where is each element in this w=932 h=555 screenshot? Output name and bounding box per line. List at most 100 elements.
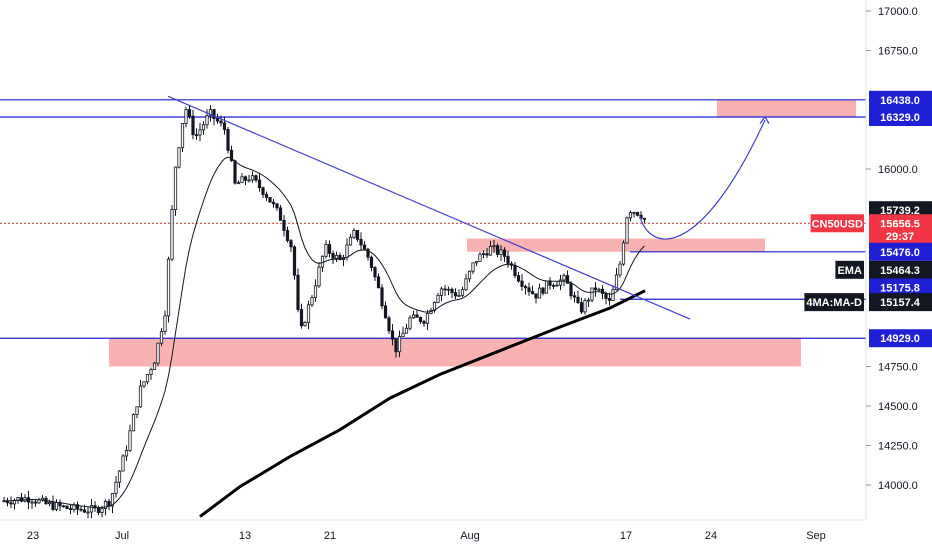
long-ma-line — [199, 289, 646, 518]
candle-body — [324, 244, 328, 257]
candle-body — [359, 238, 363, 246]
candle-body — [415, 314, 419, 318]
candle-body — [383, 305, 388, 319]
badge-label: EMA — [837, 265, 862, 277]
candle-body — [320, 255, 325, 268]
time-axis[interactable]: 23 Jul 13 21 Aug 17 24 Sep — [27, 530, 826, 542]
badge-value: 14929.0 — [880, 333, 920, 345]
candle-body — [142, 381, 146, 387]
candle-body — [488, 245, 493, 256]
candle-body — [614, 274, 619, 291]
candle-body — [173, 166, 178, 211]
candle-body — [450, 288, 454, 293]
candle-body — [527, 287, 531, 292]
candle-body — [355, 230, 360, 240]
badge-value: 15464.3 — [880, 265, 920, 277]
candle-body — [373, 267, 377, 278]
candle-body — [170, 209, 174, 260]
candle-body — [275, 203, 279, 209]
candle-body — [317, 266, 321, 287]
candle-body — [19, 497, 24, 502]
candle-body — [205, 115, 209, 126]
candle-body — [628, 212, 633, 219]
price-axis[interactable]: 17000.0 16750.0 16000.0 14750.0 14500.0 14250… — [866, 6, 918, 492]
candle-body — [607, 298, 612, 301]
badge-label-bg — [810, 214, 864, 233]
candle-body — [61, 505, 66, 508]
zone-0 — [109, 338, 801, 367]
candle-body — [152, 362, 157, 370]
candle-body — [481, 253, 486, 255]
candle-body — [562, 275, 566, 281]
candle-body — [625, 217, 629, 244]
candle-body — [408, 317, 412, 329]
candle-body — [212, 109, 216, 119]
y-tick-label: 16000.0 — [878, 164, 918, 176]
badge-value-bg — [869, 260, 932, 279]
candle-body — [516, 275, 521, 282]
candle-body — [380, 287, 384, 307]
candle-body — [478, 253, 482, 262]
badge-value-bg — [869, 227, 932, 246]
candle-body — [467, 270, 472, 280]
badge-value: 16438.0 — [880, 95, 920, 107]
badge-value-bg — [869, 108, 932, 127]
candle-body — [366, 248, 370, 258]
candle-body — [583, 300, 587, 313]
candle-body — [187, 109, 192, 117]
candle-body — [128, 430, 132, 451]
candle-body — [135, 406, 139, 415]
candle-body — [600, 288, 605, 294]
badge-value-bg — [869, 329, 932, 348]
candle-body — [453, 292, 458, 297]
candle-body — [303, 321, 307, 327]
candle-body — [236, 182, 241, 185]
candle-body — [541, 287, 545, 294]
candle-body — [79, 508, 83, 511]
candle-body — [149, 369, 153, 375]
candle-body — [558, 279, 563, 286]
candle-body — [271, 201, 276, 205]
candle-body — [635, 211, 640, 216]
badge-label-bg — [804, 293, 864, 312]
zone-2 — [717, 99, 856, 118]
candle-body — [215, 118, 220, 122]
candle-body — [485, 253, 489, 256]
candle-body — [439, 288, 444, 296]
candle-body — [534, 293, 538, 299]
candle-body — [586, 299, 591, 302]
candle-body — [184, 109, 188, 124]
badge-value-bg — [869, 278, 932, 297]
candle-body — [376, 276, 381, 289]
candle-body — [457, 294, 461, 297]
moving-averages — [3, 156, 646, 518]
candle-body — [593, 287, 598, 291]
candle-body — [219, 120, 223, 124]
candle-body — [254, 175, 258, 181]
candle-body — [520, 280, 524, 287]
candle-body — [313, 285, 318, 298]
candle-body — [145, 374, 150, 383]
candle-body — [131, 414, 136, 432]
candle-body — [177, 147, 181, 168]
candle-body — [299, 309, 304, 327]
x-tick-label: Aug — [460, 530, 480, 542]
candle-body — [565, 275, 570, 284]
candle-body — [68, 508, 73, 511]
candle-body — [233, 160, 237, 184]
candle-body — [226, 129, 230, 151]
candle-body — [418, 316, 423, 322]
y-tick-label: 17000.0 — [878, 6, 918, 18]
y-tick-label: 14000.0 — [878, 480, 918, 492]
drawings — [167, 95, 770, 320]
badge-label-bg — [835, 260, 864, 279]
candle-body — [502, 249, 507, 257]
candle-body — [572, 295, 577, 298]
candle-body — [65, 505, 69, 510]
x-tick-label: 13 — [239, 530, 251, 542]
candle-body — [471, 262, 475, 272]
candle-body — [261, 187, 265, 195]
candle-body — [264, 194, 269, 198]
